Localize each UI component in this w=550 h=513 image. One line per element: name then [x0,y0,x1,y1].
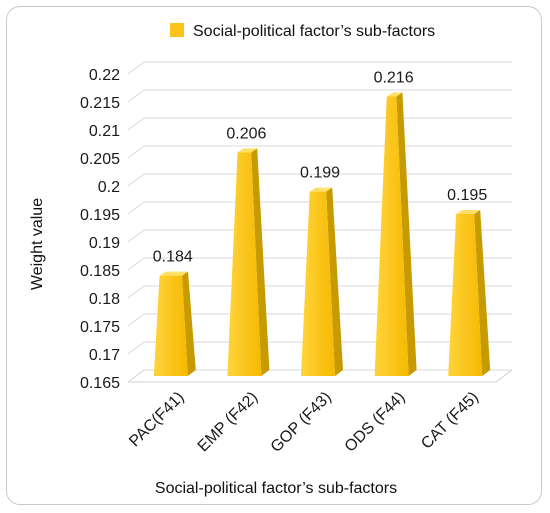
legend: Social-political factor’s sub-factors [170,23,435,40]
grid-line [127,61,512,75]
x-tick-label: PAC(F41) [126,389,187,450]
x-tick-labels: PAC(F41) EMP (F42) GOP (F43) ODS (F44) CAT (… [126,389,482,456]
x-tick-label: EMP (F42) [195,389,262,456]
bar-front [448,214,483,376]
bar-top [456,210,481,214]
bar-top [237,148,258,153]
bar [227,148,270,376]
data-label: 0.184 [153,249,193,266]
floor-edge-right [495,369,513,383]
legend-swatch [170,23,184,37]
bars [153,92,491,377]
x-tick-label: ODS (F44) [342,389,409,456]
bar-side [396,92,417,377]
y-tick-labels: 0.165 0.17 0.175 0.18 0.185 0.19 0.195 0.2 0.205… [80,67,120,392]
legend-label: Social-political factor’s sub-factors [193,23,435,40]
y-tick-label: 0.215 [80,95,120,112]
bar-side [182,271,196,376]
y-tick-label: 0.21 [89,123,120,140]
bar-front [153,275,188,376]
bar-front [374,96,409,377]
y-tick-label: 0.2 [98,179,120,196]
bar-front [301,191,335,376]
bar-top [159,271,188,276]
bar-side [251,148,270,376]
x-tick-label: CAT (F45) [418,389,482,453]
bar [448,210,491,376]
y-tick-label: 0.18 [89,291,120,308]
bar-side [474,210,491,376]
bar [301,187,343,376]
grid-line [127,117,512,131]
data-label: 0.195 [447,187,487,204]
y-tick-label: 0.22 [89,67,120,84]
y-tick-label: 0.165 [80,375,120,392]
y-tick-label: 0.175 [80,319,120,336]
data-labels: 0.184 0.206 0.199 0.216 0.195 [153,69,488,265]
y-axis-title: Weight value [29,198,46,290]
grid-line [127,89,512,103]
bar [374,92,417,377]
data-label: 0.199 [300,165,340,182]
bar-top [309,187,333,192]
bar-front [227,152,262,376]
grid-line [127,145,512,159]
data-label: 0.216 [374,69,414,86]
bar-side [326,187,343,376]
y-tick-label: 0.195 [80,207,120,224]
y-tick-label: 0.205 [80,151,120,168]
chart-frame [6,6,542,505]
bar-top [386,92,403,97]
y-tick-label: 0.17 [89,347,120,364]
x-axis-title: Social-political factor’s sub-factors [155,480,397,497]
y-tick-label: 0.185 [80,263,120,280]
data-label: 0.206 [226,125,266,142]
x-tick-label: GOP (F43) [268,389,335,456]
y-tick-label: 0.19 [89,235,120,252]
bar [153,271,196,376]
